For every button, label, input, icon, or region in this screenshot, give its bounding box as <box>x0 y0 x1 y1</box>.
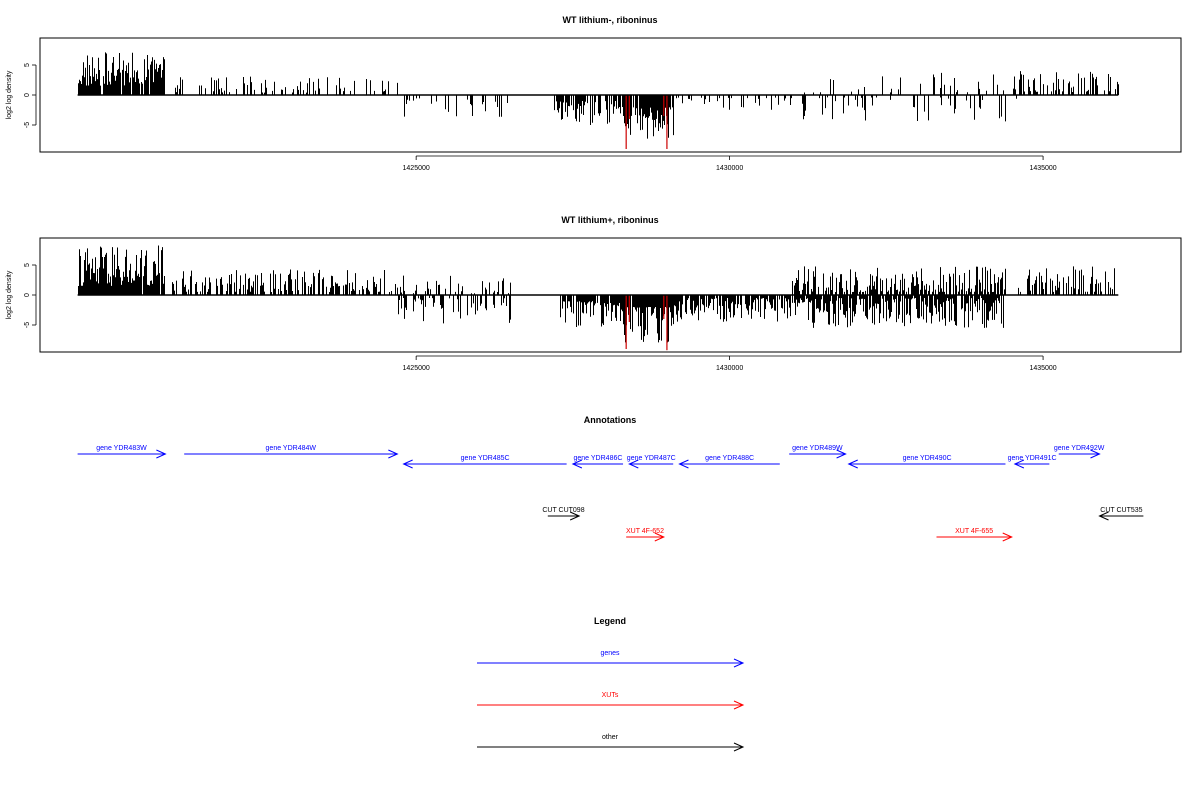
arrow-head-icon <box>678 459 689 469</box>
x-axis: 1425000 1430000 1435000 <box>403 155 1057 172</box>
feature-arrow: gene YDR485C <box>402 455 567 469</box>
x-tick-label: 1430000 <box>716 165 743 172</box>
x-tick-label: 1435000 <box>1029 165 1056 172</box>
arrow-head-icon <box>836 449 847 459</box>
x-tick-label: 1430000 <box>716 365 743 372</box>
track-panel-lithium-plus: WT lithium+, riboninus log2 log density … <box>6 215 1182 372</box>
y-tick-label: 5 <box>24 263 31 267</box>
arrow-head-icon <box>569 511 581 521</box>
feature-arrow: gene YDR483W <box>77 445 167 459</box>
feature-arrow: gene YDR484W <box>184 445 399 459</box>
y-tick-label: 5 <box>24 63 31 67</box>
annotations-title: Annotations <box>584 415 637 425</box>
legend-label: genes <box>600 650 620 657</box>
feature-label: gene YDR488C <box>705 455 754 462</box>
feature-arrow: gene YDR489W <box>789 445 847 459</box>
arrow-head-icon <box>1098 511 1109 521</box>
feature-arrow: CUT CUT098 <box>542 507 585 521</box>
feature-arrow: gene YDR491C <box>1008 455 1057 469</box>
arrow-head-icon <box>654 532 666 542</box>
arrow-head-icon <box>156 449 167 459</box>
feature-label: gene YDR485C <box>461 455 510 462</box>
bar-series <box>77 245 1119 351</box>
feature-label: gene YDR486C <box>574 455 623 462</box>
feature-arrow: gene YDR488C <box>678 455 780 469</box>
feature-arrow: gene YDR486C <box>571 455 624 469</box>
x-tick-label: 1425000 <box>403 365 430 372</box>
legend-label: other <box>602 734 619 741</box>
feature-label: gene YDR487C <box>627 455 676 462</box>
x-tick-label: 1425000 <box>403 165 430 172</box>
legend-item: XUTs <box>477 692 745 710</box>
track-title: WT lithium-, riboninus <box>563 15 658 25</box>
feature-label: gene YDR483W <box>96 445 147 452</box>
legend-title: Legend <box>594 616 626 626</box>
y-axis: 5 0 -5 <box>24 63 37 128</box>
arrow-head-icon <box>733 658 745 668</box>
arrow-head-icon <box>733 700 745 710</box>
feature-label: CUT CUT098 <box>542 507 584 514</box>
arrow-head-icon <box>402 459 413 469</box>
feature-label: XUT 4F-655 <box>955 528 993 535</box>
plot-frame <box>39 237 1182 353</box>
feature-arrow: gene YDR487C <box>627 455 676 469</box>
feature-label: gene YDR490C <box>903 455 952 462</box>
arrow-head-icon <box>1002 532 1013 542</box>
y-tick-label: -5 <box>24 322 31 328</box>
feature-label: gene YDR484W <box>266 445 317 452</box>
annotations-panel: Annotations gene YDR483W gene YDR484Wgene… <box>77 415 1144 542</box>
legend-item: genes <box>477 650 745 668</box>
feature-label: gene YDR492W <box>1054 445 1105 452</box>
y-tick-label: 0 <box>24 293 31 297</box>
feature-label: CUT CUT535 <box>1100 507 1142 514</box>
arrow-head-icon <box>388 449 399 459</box>
legend-label: XUTs <box>602 692 619 699</box>
plot-frame <box>39 37 1182 153</box>
y-tick-label: -5 <box>24 122 31 128</box>
feature-list: gene YDR483W gene YDR484W gene YDR485C gene… <box>77 445 1144 542</box>
legend-item: other <box>477 734 745 752</box>
arrow-head-icon <box>733 742 745 752</box>
y-tick-label: 0 <box>24 93 31 97</box>
feature-arrow: gene YDR492W <box>1054 445 1105 459</box>
arrow-head-icon <box>1013 459 1025 469</box>
y-axis: 5 0 -5 <box>24 263 37 328</box>
feature-label: gene YDR491C <box>1008 455 1057 462</box>
legend: Legend genes XUTs other <box>477 616 745 752</box>
track-panel-lithium-minus: WT lithium-, riboninus log2 log density … <box>6 15 1182 172</box>
feature-arrow: gene YDR490C <box>847 455 1006 469</box>
feature-arrow: CUT CUT535 <box>1098 507 1144 521</box>
x-axis: 1425000 1430000 1435000 <box>403 355 1057 372</box>
x-tick-label: 1435000 <box>1029 365 1056 372</box>
feature-label: gene YDR489W <box>792 445 843 452</box>
track-title: WT lithium+, riboninus <box>561 215 658 225</box>
bar-series <box>77 52 1119 149</box>
arrow-head-icon <box>847 459 858 469</box>
y-axis-label: log2 log density <box>6 70 13 119</box>
arrow-head-icon <box>628 459 639 469</box>
feature-arrow: XUT 4F-655 <box>936 528 1013 542</box>
feature-label: XUT 4F-652 <box>626 528 664 535</box>
y-axis-label: log2 log density <box>6 270 13 319</box>
arrow-head-icon <box>1090 449 1101 459</box>
feature-arrow: XUT 4F-652 <box>626 528 666 542</box>
arrow-head-icon <box>571 459 583 469</box>
legend-items: genes XUTs other <box>477 650 745 752</box>
